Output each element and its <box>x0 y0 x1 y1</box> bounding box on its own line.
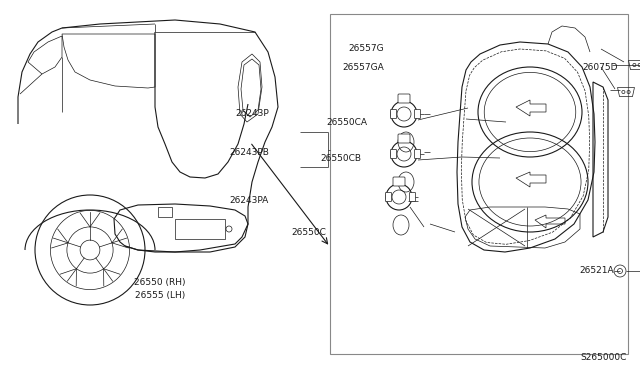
Bar <box>158 207 172 217</box>
Text: 26243P: 26243P <box>235 109 269 118</box>
Bar <box>330 14 628 354</box>
Bar <box>175 219 225 239</box>
Text: 26557GA: 26557GA <box>342 63 384 72</box>
Text: 26550 (RH): 26550 (RH) <box>134 278 186 287</box>
Text: 26550CA: 26550CA <box>326 118 367 126</box>
Text: 26521A: 26521A <box>579 266 614 275</box>
FancyBboxPatch shape <box>393 177 405 186</box>
Text: 26557G: 26557G <box>348 44 384 53</box>
FancyBboxPatch shape <box>398 134 410 143</box>
FancyBboxPatch shape <box>410 192 415 202</box>
FancyBboxPatch shape <box>398 94 410 103</box>
FancyBboxPatch shape <box>390 109 397 119</box>
FancyBboxPatch shape <box>390 150 397 158</box>
FancyBboxPatch shape <box>385 192 392 202</box>
Text: 26243PB: 26243PB <box>229 148 269 157</box>
Text: 26550CB: 26550CB <box>320 154 361 163</box>
Text: 26550C: 26550C <box>291 228 326 237</box>
FancyBboxPatch shape <box>415 109 420 119</box>
FancyBboxPatch shape <box>415 150 420 158</box>
Text: 26555 (LH): 26555 (LH) <box>135 291 186 300</box>
Text: 26075D: 26075D <box>582 63 618 72</box>
Text: S265000C: S265000C <box>581 353 627 362</box>
Text: 26243PA: 26243PA <box>230 196 269 205</box>
